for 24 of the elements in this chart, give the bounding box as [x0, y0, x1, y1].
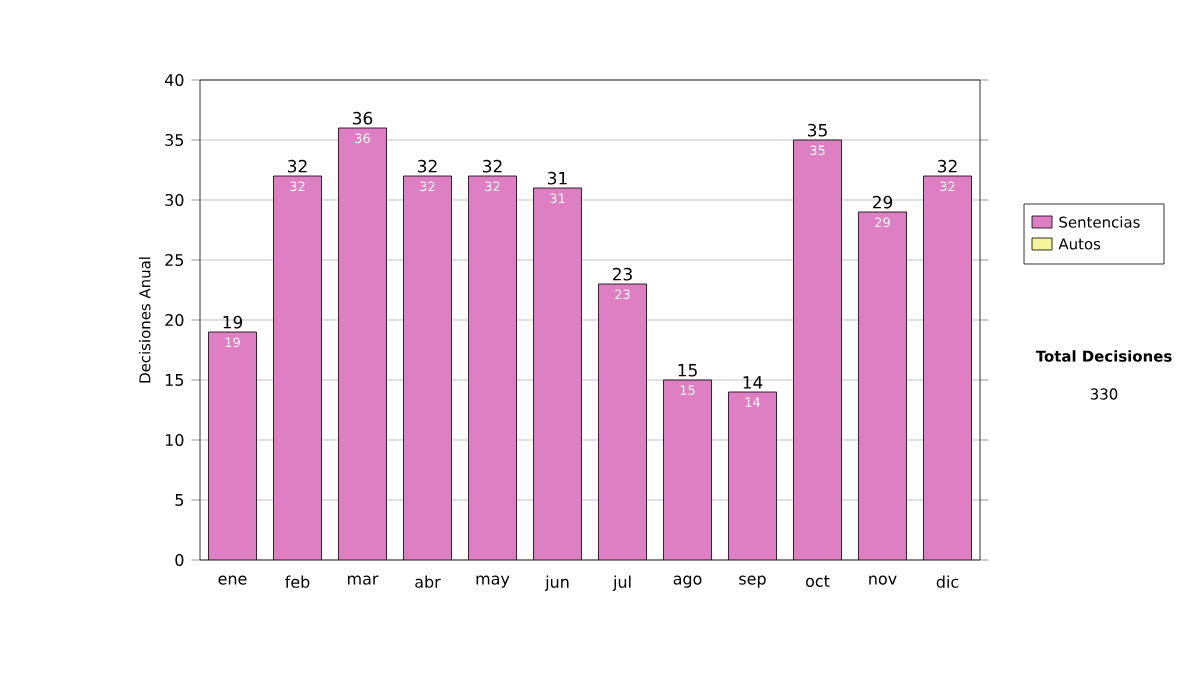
total-label: 14: [743, 376, 763, 389]
total-label: 32: [483, 159, 502, 173]
bar: [533, 187, 582, 560]
bar: [858, 211, 907, 560]
bar: [403, 175, 452, 560]
bar: [663, 379, 712, 560]
bar: [728, 391, 777, 560]
total-label: 35: [808, 123, 827, 137]
total-label: 19: [223, 315, 243, 329]
bar: [793, 139, 842, 560]
bar: [338, 127, 387, 560]
total-label: 32: [288, 159, 307, 173]
total-label: 15: [678, 364, 697, 377]
bar: [923, 175, 972, 560]
total-label: 32: [938, 159, 957, 173]
bar: [598, 283, 647, 560]
total-label: 23: [612, 267, 632, 281]
bar: [468, 175, 517, 560]
total-label: 31: [548, 171, 567, 185]
total-label: 32: [418, 159, 437, 173]
total-label: 36: [353, 111, 373, 125]
total-label: 29: [872, 195, 893, 209]
bar: [273, 175, 322, 560]
bar: [208, 331, 257, 560]
